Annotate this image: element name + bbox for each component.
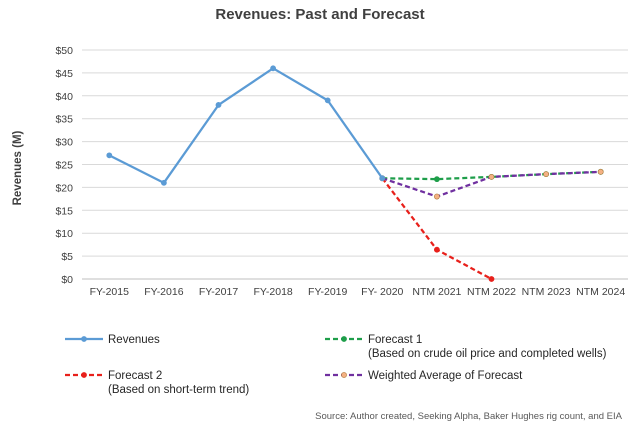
series-weighted-average-of-forecast [379,168,604,200]
legend-marker [341,372,347,378]
data-point [215,102,222,108]
data-point [543,171,549,178]
data-point [433,246,440,253]
data-point [597,168,604,175]
legend-marker [81,372,87,378]
data-point [270,65,276,72]
y-tick-label: $40 [55,91,73,103]
y-tick-label: $30 [55,137,73,149]
legend-label: Forecast 2 [108,370,162,382]
data-point [488,276,495,282]
legend-label: Revenues [108,334,160,346]
y-tick-label: $50 [55,45,73,57]
legend-marker [81,336,87,342]
legend-item: Revenues [65,334,160,346]
legend-marker [341,336,347,342]
y-tick-label: $0 [61,274,73,286]
x-tick-label: FY-2017 [199,286,238,298]
series-line [108,67,384,184]
x-tick-label: FY-2019 [308,286,347,298]
x-tick-label: FY-2016 [144,286,183,298]
y-tick-label: $25 [55,160,73,172]
series-revenues [106,65,386,186]
data-point [433,176,440,183]
y-tick-label: $15 [55,205,73,217]
chart-title: Revenues: Past and Forecast [215,6,424,23]
x-axis-ticks: FY-2015 FY-2016 FY-2017 FY-2018 FY-2019 FY- 2… [90,286,626,298]
data-point [433,193,440,200]
legend-label-detail: (Based on short-term trend) [108,384,249,396]
data-point [324,97,331,104]
x-tick-label: NTM 2022 [467,286,516,298]
legend: Revenues Forecast 1 (Based on crude oil pr… [65,334,607,396]
x-tick-label: NTM 2024 [576,286,625,298]
x-tick-label: FY-2015 [90,286,129,298]
series-line [382,170,601,181]
y-tick-label: $20 [55,182,73,194]
x-tick-label: NTM 2023 [522,286,571,298]
series-lines [106,65,604,282]
legend-item: Weighted Average of Forecast [325,370,523,382]
x-tick-label: FY- 2020 [361,286,403,298]
legend-label: Forecast 1 [368,334,422,346]
y-tick-label: $5 [61,251,73,263]
legend-item: Forecast 2 (Based on short-term trend) [65,370,249,396]
gridlines [82,49,628,280]
y-axis-ticks: $0 $5 $10 $15 $20 $25 $30 $35 $40 $45 $50 [55,45,73,286]
y-tick-label: $35 [55,114,73,126]
y-axis-label: Revenues (M) [12,130,24,205]
series-forecast-2 [379,175,495,282]
y-tick-label: $45 [55,68,73,80]
series-line [381,177,493,280]
data-point [160,179,167,186]
legend-label: Weighted Average of Forecast [368,370,523,382]
legend-item: Forecast 1 (Based on crude oil price and … [325,334,607,360]
x-tick-label: FY-2018 [253,286,292,298]
source-note: Source: Author created, Seeking Alpha, B… [315,411,622,422]
data-point [379,175,386,182]
y-tick-label: $10 [55,228,73,240]
x-tick-label: NTM 2021 [412,286,461,298]
data-point [488,173,495,180]
legend-label-detail: (Based on crude oil price and completed … [368,348,607,360]
data-point [106,152,113,159]
